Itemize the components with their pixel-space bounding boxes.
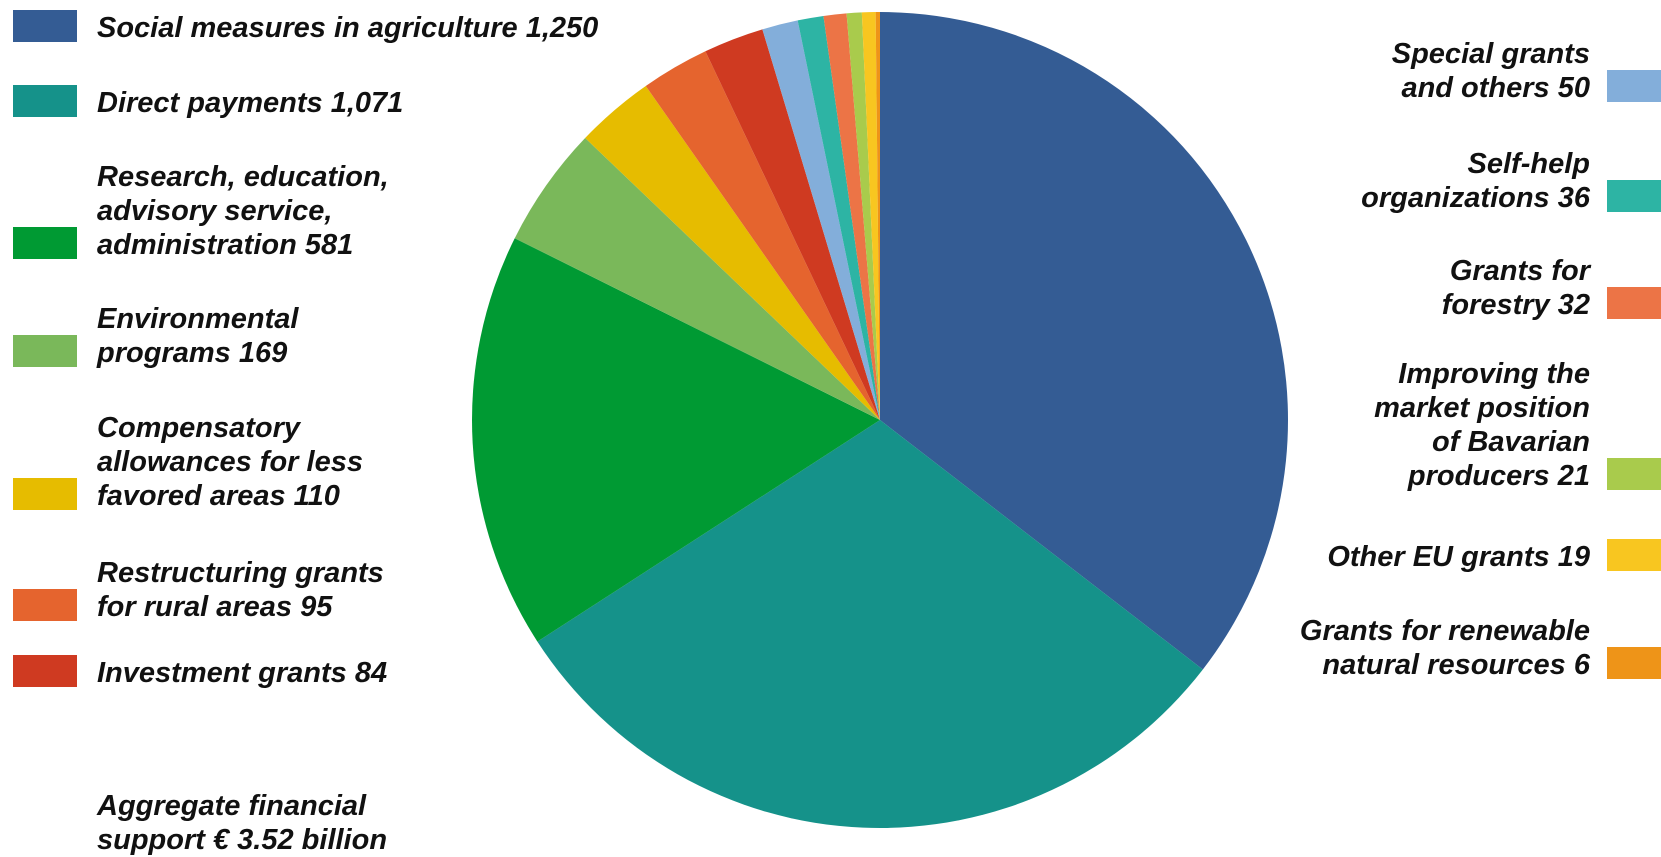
total-label: Aggregate financial support € 3.52 billi… <box>96 790 387 856</box>
legend-label-11-line-4: producers 21 <box>1407 460 1590 492</box>
legend-label-2-line-1: Direct payments 1,071 <box>97 87 403 119</box>
pie-slice-10 <box>823 13 880 421</box>
total-label-line-1: Aggregate financial <box>96 790 367 822</box>
legend-label-10: Grants for forestry 32 <box>1442 255 1592 321</box>
legend-label-7: Investment grants 84 <box>97 657 387 689</box>
pie-slices <box>472 11 1289 829</box>
pie-slice-3 <box>472 238 880 642</box>
legend-label-13-line-1: Grants for renewable <box>1300 615 1590 647</box>
legend-label-1: Social measures in agriculture 1,250 <box>97 12 598 44</box>
legend-label-9: Self-help organizations 36 <box>1361 148 1591 214</box>
legend-label-12-line-1: Other EU grants 19 <box>1327 541 1590 573</box>
pie-slice-4 <box>514 138 880 420</box>
legend-label-9-line-2: organizations 36 <box>1361 182 1591 214</box>
pie-slice-8 <box>762 20 880 421</box>
legend-label-3-line-3: administration 581 <box>97 229 353 261</box>
legend-swatch-6 <box>13 589 77 621</box>
legend-label-2: Direct payments 1,071 <box>97 87 403 119</box>
legend-label-12: Other EU grants 19 <box>1327 541 1590 573</box>
legend-label-5-line-3: favored areas 110 <box>97 480 340 512</box>
legend-swatch-11 <box>1607 458 1661 490</box>
pie-slice-9 <box>797 15 880 420</box>
legend-label-11-line-3: of Bavarian <box>1432 426 1590 458</box>
legend-right: Special grants and others 50 Self-help orga… <box>1300 38 1661 681</box>
legend-label-11-line-2: market position <box>1374 392 1590 424</box>
legend-label-5: Compensatory allowances for less favored a… <box>97 412 363 512</box>
legend-swatch-5 <box>13 478 77 510</box>
legend-label-3: Research, education, advisory service, adm… <box>97 161 389 261</box>
legend-swatch-2 <box>13 85 77 117</box>
legend-label-4: Environmental programs 169 <box>96 303 299 369</box>
pie-slice-13 <box>875 11 880 421</box>
legend-swatch-8 <box>1607 70 1661 102</box>
legend-swatch-3 <box>13 227 77 259</box>
legend-swatch-7 <box>13 655 77 687</box>
legend-label-8: Special grants and others 50 <box>1392 38 1590 104</box>
legend-label-6-line-1: Restructuring grants <box>97 557 384 589</box>
legend-label-8-line-1: Special grants <box>1392 38 1590 70</box>
legend-label-6: Restructuring grants for rural areas 95 <box>97 557 384 623</box>
legend-label-10-line-2: forestry 32 <box>1442 289 1590 321</box>
pie-slice-1 <box>880 12 1289 670</box>
legend-label-11: Improving the market position of Bavarian p… <box>1374 358 1590 492</box>
legend-label-3-line-1: Research, education, <box>97 161 389 193</box>
legend-label-4-line-1: Environmental <box>97 303 299 335</box>
legend-label-13-line-2: natural resources 6 <box>1322 649 1590 681</box>
legend-label-5-line-2: allowances for less <box>97 446 363 478</box>
legend-swatch-13 <box>1607 647 1661 679</box>
legend-swatch-9 <box>1607 180 1661 212</box>
total-label-line-2: support € 3.52 billion <box>97 824 387 856</box>
pie-slice-7 <box>705 29 880 420</box>
legend-label-4-line-2: programs 169 <box>96 337 287 369</box>
legend-label-9-line-1: Self-help <box>1468 148 1590 180</box>
pie-slice-5 <box>585 85 880 420</box>
legend-label-7-line-1: Investment grants 84 <box>97 657 387 689</box>
legend-label-6-line-2: for rural areas 95 <box>97 591 333 623</box>
legend-label-5-line-1: Compensatory <box>97 412 302 444</box>
pie-slice-12 <box>861 12 880 421</box>
legend-label-1-line-1: Social measures in agriculture 1,250 <box>97 12 598 44</box>
pie-slice-11 <box>846 12 880 420</box>
pie-slice-2 <box>537 420 1203 829</box>
legend-swatch-10 <box>1607 287 1661 319</box>
pie-slice-6 <box>645 51 880 421</box>
legend-swatch-1 <box>13 10 77 42</box>
legend-label-10-line-1: Grants for <box>1450 255 1592 287</box>
legend-label-8-line-2: and others 50 <box>1401 72 1590 104</box>
legend-label-11-line-1: Improving the <box>1398 358 1590 390</box>
legend-swatch-12 <box>1607 539 1661 571</box>
legend-label-13: Grants for renewable natural resources 6 <box>1300 615 1591 681</box>
legend-label-3-line-2: advisory service, <box>97 195 332 227</box>
legend-left: Social measures in agriculture 1,250 Dire… <box>13 10 598 689</box>
legend-swatch-4 <box>13 335 77 367</box>
